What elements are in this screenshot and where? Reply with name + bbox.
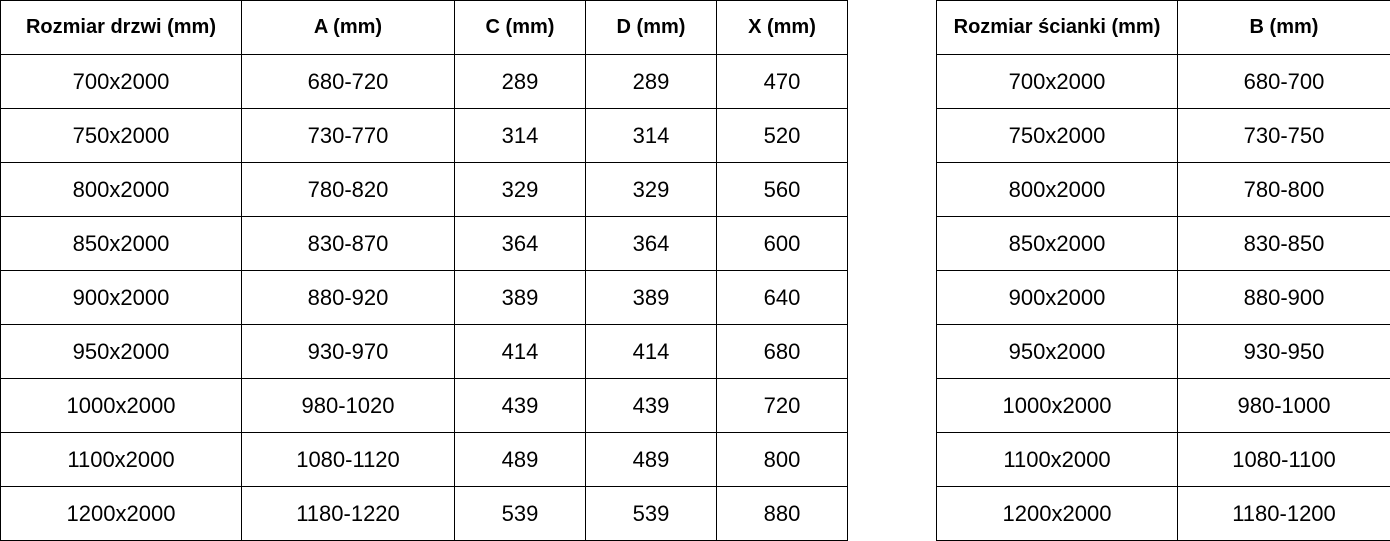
header-row: Rozmiar ścianki (mm) B (mm) — [936, 0, 1390, 55]
table-cell: 980-1000 — [1177, 378, 1390, 433]
table-cell: 680-700 — [1177, 54, 1390, 109]
table-cell: 560 — [716, 162, 848, 217]
table-cell: 720 — [716, 378, 848, 433]
table-cell: 850x2000 — [936, 216, 1178, 271]
table-cell: 1180-1200 — [1177, 486, 1390, 541]
table-cell: 1000x2000 — [0, 378, 242, 433]
table-cell: 930-950 — [1177, 324, 1390, 379]
table-cell: 680-720 — [241, 54, 455, 109]
table-cell: 539 — [454, 486, 586, 541]
table-row: 750x2000 730-750 — [936, 108, 1390, 163]
table-cell: 389 — [454, 270, 586, 325]
header-row: Rozmiar drzwi (mm) A (mm) C (mm) D (mm) … — [0, 0, 848, 55]
table-row: 900x2000 880-900 — [936, 270, 1390, 325]
table-cell: 414 — [454, 324, 586, 379]
table-cell: 1080-1100 — [1177, 432, 1390, 487]
table-cell: 1080-1120 — [241, 432, 455, 487]
table-row: 850x2000 830-870 364 364 600 — [0, 216, 848, 271]
table-cell: 780-820 — [241, 162, 455, 217]
table-cell: 414 — [585, 324, 717, 379]
table-row: 1000x2000 980-1020 439 439 720 — [0, 378, 848, 433]
table-row: 1100x2000 1080-1100 — [936, 432, 1390, 487]
table-cell: 800x2000 — [0, 162, 242, 217]
table-cell: 314 — [585, 108, 717, 163]
table-cell: 1180-1220 — [241, 486, 455, 541]
table-cell: 364 — [454, 216, 586, 271]
table-cell: 900x2000 — [936, 270, 1178, 325]
table-cell: 539 — [585, 486, 717, 541]
table-row: 800x2000 780-800 — [936, 162, 1390, 217]
table-cell: 780-800 — [1177, 162, 1390, 217]
table-row: 1200x2000 1180-1220 539 539 880 — [0, 486, 848, 541]
table-cell: 489 — [585, 432, 717, 487]
table-cell: 680 — [716, 324, 848, 379]
table-cell: 730-750 — [1177, 108, 1390, 163]
table-row: 1000x2000 980-1000 — [936, 378, 1390, 433]
header-door-size: Rozmiar drzwi (mm) — [0, 0, 242, 55]
table-cell: 289 — [585, 54, 717, 109]
table-row: 1100x2000 1080-1120 489 489 800 — [0, 432, 848, 487]
table-row: 950x2000 930-970 414 414 680 — [0, 324, 848, 379]
table-cell: 800x2000 — [936, 162, 1178, 217]
table-cell: 640 — [716, 270, 848, 325]
table-cell: 364 — [585, 216, 717, 271]
table-cell: 950x2000 — [936, 324, 1178, 379]
table-cell: 900x2000 — [0, 270, 242, 325]
table-cell: 439 — [585, 378, 717, 433]
table-cell: 730-770 — [241, 108, 455, 163]
table-cell: 880-920 — [241, 270, 455, 325]
table-cell: 600 — [716, 216, 848, 271]
header-x: X (mm) — [716, 0, 848, 55]
table-row: 700x2000 680-720 289 289 470 — [0, 54, 848, 109]
header-b: B (mm) — [1177, 0, 1390, 55]
header-a: A (mm) — [241, 0, 455, 55]
table-cell: 850x2000 — [0, 216, 242, 271]
table-row: 750x2000 730-770 314 314 520 — [0, 108, 848, 163]
wall-size-table: Rozmiar ścianki (mm) B (mm) 700x2000 680-… — [936, 0, 1390, 541]
table-cell: 750x2000 — [0, 108, 242, 163]
table-cell: 1100x2000 — [936, 432, 1178, 487]
table-row: 1200x2000 1180-1200 — [936, 486, 1390, 541]
header-c: C (mm) — [454, 0, 586, 55]
header-wall-size: Rozmiar ścianki (mm) — [936, 0, 1178, 55]
table-cell: 830-850 — [1177, 216, 1390, 271]
table-cell: 389 — [585, 270, 717, 325]
table-row: 950x2000 930-950 — [936, 324, 1390, 379]
table-row: 900x2000 880-920 389 389 640 — [0, 270, 848, 325]
table-cell: 750x2000 — [936, 108, 1178, 163]
table-cell: 930-970 — [241, 324, 455, 379]
table-cell: 289 — [454, 54, 586, 109]
table-cell: 980-1020 — [241, 378, 455, 433]
table-cell: 520 — [716, 108, 848, 163]
table-row: 800x2000 780-820 329 329 560 — [0, 162, 848, 217]
table-cell: 489 — [454, 432, 586, 487]
table-cell: 470 — [716, 54, 848, 109]
header-d: D (mm) — [585, 0, 717, 55]
door-size-table: Rozmiar drzwi (mm) A (mm) C (mm) D (mm) … — [0, 0, 848, 541]
table-cell: 439 — [454, 378, 586, 433]
table-cell: 329 — [585, 162, 717, 217]
table-cell: 700x2000 — [936, 54, 1178, 109]
table-cell: 329 — [454, 162, 586, 217]
table-cell: 1200x2000 — [936, 486, 1178, 541]
table-cell: 1200x2000 — [0, 486, 242, 541]
table-cell: 880 — [716, 486, 848, 541]
table-cell: 800 — [716, 432, 848, 487]
table-row: 700x2000 680-700 — [936, 54, 1390, 109]
table-cell: 830-870 — [241, 216, 455, 271]
table-cell: 700x2000 — [0, 54, 242, 109]
table-cell: 314 — [454, 108, 586, 163]
table-row: 850x2000 830-850 — [936, 216, 1390, 271]
table-cell: 880-900 — [1177, 270, 1390, 325]
table-cell: 950x2000 — [0, 324, 242, 379]
table-cell: 1000x2000 — [936, 378, 1178, 433]
table-cell: 1100x2000 — [0, 432, 242, 487]
